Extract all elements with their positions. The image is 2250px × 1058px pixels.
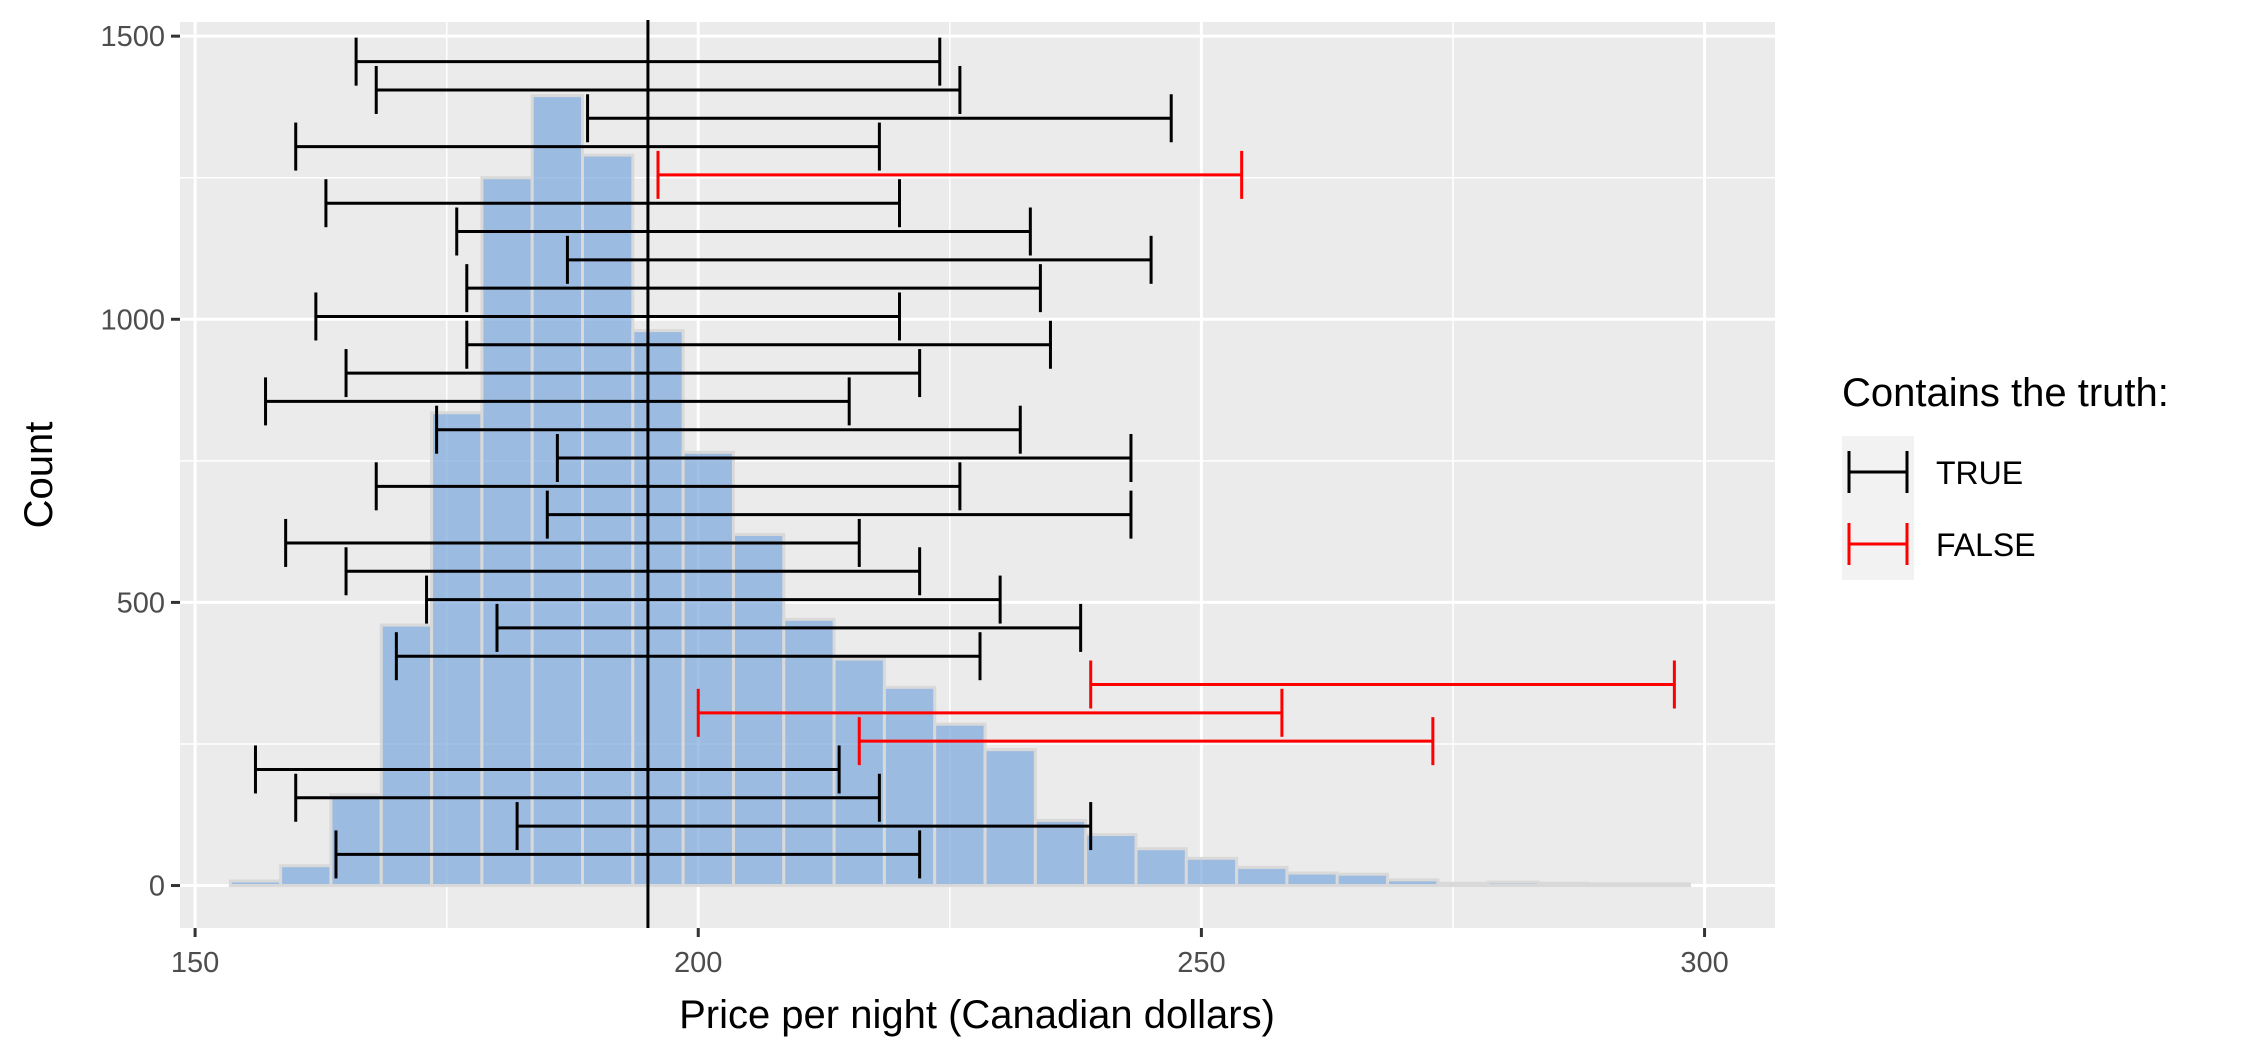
interval-true — [586, 94, 1173, 143]
legend-symbol-true — [1847, 451, 1909, 493]
interval-false — [857, 717, 1435, 766]
x-tick-label: 300 — [1680, 947, 1728, 979]
histogram-bar — [1587, 882, 1641, 888]
histogram-bar — [681, 450, 735, 888]
interval-false — [656, 150, 1244, 199]
histogram-bar — [631, 329, 685, 888]
legend-label-false: FALSE — [1936, 527, 2036, 563]
histogram-bar — [882, 685, 937, 888]
x-axis-title: Price per night (Canadian dollars) — [679, 993, 1275, 1037]
interval-true — [253, 745, 841, 794]
interval-true — [495, 603, 1083, 652]
histogram-bar — [581, 153, 635, 888]
interval-true — [545, 490, 1133, 539]
histogram-bar — [379, 623, 434, 888]
interval-true — [344, 547, 922, 596]
interval-true — [425, 575, 1002, 624]
confidence-intervals — [253, 37, 1676, 879]
x-axis: 150 200 250 300 — [171, 928, 1729, 979]
x-tick-label: 250 — [1177, 947, 1225, 979]
histogram-bar — [1486, 880, 1541, 888]
interval-true — [374, 462, 962, 511]
histogram-bar — [983, 748, 1037, 888]
histogram-bar — [329, 793, 383, 888]
histogram-bar — [430, 411, 484, 888]
histogram-bar — [1235, 865, 1289, 888]
histogram-bar — [1033, 818, 1088, 888]
interval-true — [435, 405, 1022, 454]
interval-true — [334, 830, 922, 879]
interval-true — [294, 122, 881, 171]
histogram-bar — [1637, 882, 1691, 888]
interval-true — [324, 179, 902, 228]
interval-true — [344, 349, 922, 398]
interval-true — [284, 518, 861, 567]
y-axis-title: Count — [17, 422, 61, 529]
interval-true — [455, 207, 1032, 256]
histogram-bar — [832, 657, 886, 888]
interval-true — [465, 264, 1042, 313]
interval-true — [394, 632, 982, 681]
legend-label-true: TRUE — [1936, 455, 2023, 491]
histogram-bar — [782, 617, 836, 888]
interval-false — [696, 688, 1284, 737]
legend-symbol-false — [1847, 523, 1909, 565]
y-tick-label: 500 — [117, 587, 165, 619]
histogram-bar — [1386, 878, 1440, 888]
interval-true — [555, 434, 1133, 483]
histogram-bars — [228, 94, 1691, 888]
interval-true — [264, 377, 851, 426]
interval-true — [294, 773, 881, 822]
y-axis: 0 500 1000 1500 — [100, 21, 180, 903]
histogram-bar — [480, 176, 534, 888]
x-tick-label: 200 — [674, 947, 722, 979]
histogram-bar — [731, 532, 786, 888]
histogram-bar — [228, 879, 283, 888]
legend-title: Contains the truth: — [1842, 371, 2169, 415]
histogram-bar — [1084, 833, 1138, 888]
histogram-bar — [279, 864, 333, 888]
histogram-bar — [933, 722, 987, 888]
interval-false — [1089, 660, 1676, 709]
histogram-bar — [530, 94, 585, 888]
histogram-bar — [1285, 871, 1339, 888]
histogram-bar — [1184, 856, 1239, 888]
histogram-bar — [1335, 872, 1390, 888]
histogram-bar — [1134, 847, 1188, 888]
interval-true — [314, 292, 902, 341]
interval-true — [515, 802, 1093, 851]
x-tick-label: 150 — [171, 947, 219, 979]
interval-true — [374, 65, 962, 114]
interval-true — [465, 320, 1052, 369]
y-tick-label: 1500 — [100, 21, 165, 53]
interval-true — [565, 235, 1153, 284]
histogram-bar — [1537, 881, 1591, 888]
legend: Contains the truth: TRUE FALSE — [1842, 371, 2169, 580]
y-tick-label: 1000 — [100, 304, 165, 336]
y-tick-label: 0 — [149, 871, 165, 903]
histogram-bar — [1436, 881, 1490, 888]
